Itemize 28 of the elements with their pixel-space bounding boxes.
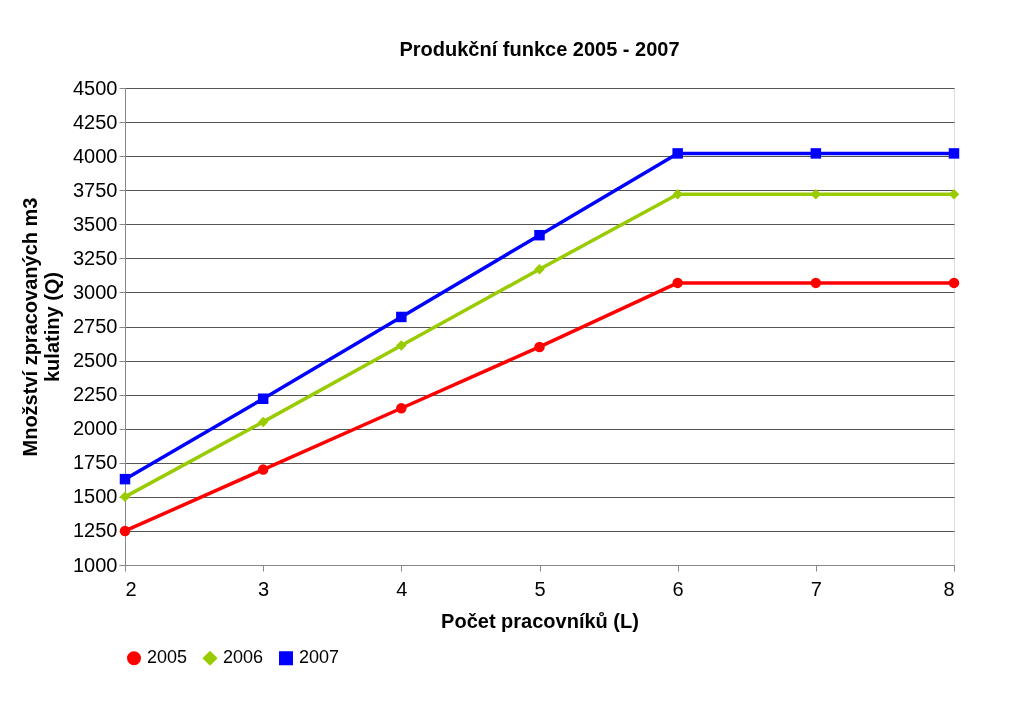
legend-label: 2005 xyxy=(147,647,188,668)
x-tick-label: 2 xyxy=(125,577,137,600)
x-tick-label: 7 xyxy=(810,577,822,600)
legend-label: 2006 xyxy=(223,647,264,668)
x-tick-label: 3 xyxy=(258,577,270,600)
y-tick-label: 4000 xyxy=(73,144,118,167)
y-tick-label: 2000 xyxy=(73,417,118,440)
legend-label: 2007 xyxy=(299,647,340,668)
y-tick-label: 2500 xyxy=(73,349,118,372)
x-tick-label: 5 xyxy=(534,577,546,600)
y-tick-label: 1500 xyxy=(73,485,118,508)
y-tick-label: 4250 xyxy=(73,110,118,133)
y-tick-label: 1250 xyxy=(73,519,118,542)
y-tick-label: 1000 xyxy=(73,553,118,576)
x-tick-label: 6 xyxy=(672,577,684,600)
chart-title: Produkční funkce 2005 - 2007 xyxy=(399,38,680,60)
y-axis-title: Množství zpracovaných m3 kulatiny (Q) xyxy=(19,197,64,457)
y-tick-label: 3750 xyxy=(73,178,118,201)
y-tick-label: 3000 xyxy=(73,280,118,303)
x-tick-label: 8 xyxy=(943,577,955,600)
y-tick-label: 1750 xyxy=(73,451,118,474)
y-tick-label: 3250 xyxy=(73,246,118,269)
y-tick-label: 2250 xyxy=(73,383,118,406)
x-tick-label: 4 xyxy=(396,577,408,600)
y-tick-label: 2750 xyxy=(73,315,118,337)
y-tick-label: 3500 xyxy=(73,212,118,235)
x-axis-title: Počet pracovníků (L) xyxy=(441,609,639,632)
y-tick-label: 4500 xyxy=(73,76,118,99)
